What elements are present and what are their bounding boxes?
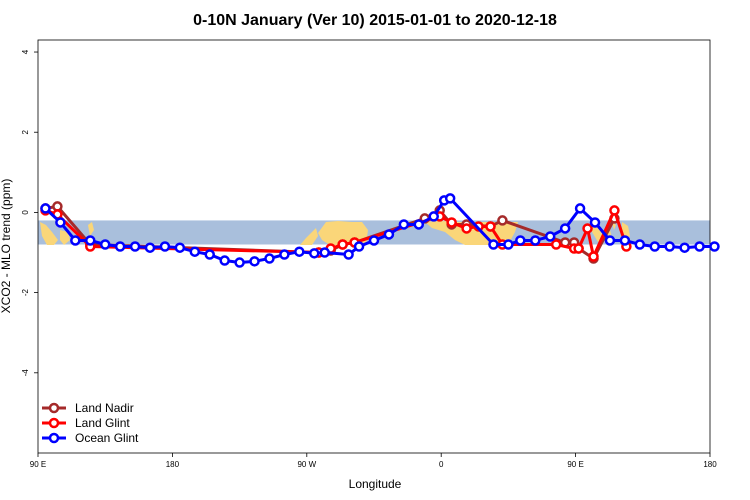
data-point [234, 257, 245, 268]
x-tick-label: 0 [439, 460, 444, 469]
data-point [497, 215, 508, 226]
data-point [99, 239, 111, 250]
data-point [488, 239, 499, 250]
data-point [85, 235, 96, 246]
y-axis: -4 -2 0 2 4 [21, 49, 38, 376]
legend-label: Land Nadir [75, 401, 134, 415]
data-point [550, 239, 562, 250]
legend-label: Land Glint [75, 416, 130, 430]
data-point [309, 248, 320, 259]
philippines-land [88, 222, 94, 236]
data-point [446, 217, 457, 228]
data-point [428, 211, 439, 222]
data-point [319, 247, 330, 258]
y-tick-label: 4 [21, 49, 30, 54]
data-point [129, 241, 141, 252]
data-point [219, 255, 230, 266]
data-point [619, 235, 631, 246]
data-point [55, 217, 66, 228]
series-layer [40, 193, 720, 268]
data-point [604, 235, 616, 246]
data-point [573, 243, 584, 254]
x-tick-label: 180 [166, 460, 180, 469]
sumatra-land [40, 222, 58, 245]
series-ocean-glint [40, 193, 720, 268]
data-point [694, 241, 705, 252]
legend-label: Ocean Glint [75, 431, 139, 445]
data-point [279, 249, 290, 260]
data-point [204, 249, 215, 260]
legend-item: Land Glint [42, 416, 130, 430]
data-point [709, 241, 720, 252]
data-point [588, 251, 599, 262]
data-point [264, 253, 275, 264]
data-point [398, 219, 410, 230]
data-point [530, 235, 541, 246]
data-point [70, 235, 81, 246]
y-tick-label: -2 [21, 289, 30, 297]
chart-title: 0-10N January (Ver 10) 2015-01-01 to 202… [193, 12, 557, 29]
borneo-land [60, 230, 70, 245]
data-point [159, 241, 171, 252]
data-point [485, 221, 496, 232]
data-point [413, 219, 425, 230]
data-point [353, 241, 365, 252]
data-point [609, 205, 620, 216]
data-point [634, 239, 646, 250]
data-point [559, 223, 571, 234]
data-point [649, 241, 660, 252]
data-point [40, 203, 51, 214]
data-point [679, 242, 690, 253]
legend-item: Ocean Glint [42, 431, 139, 445]
data-point [383, 229, 395, 240]
legend-marker [48, 402, 60, 414]
legend-item: Land Nadir [42, 401, 134, 415]
data-point [461, 223, 472, 234]
data-point [368, 235, 380, 246]
y-axis-label: XCO2 - MLO trend (ppm) [0, 179, 13, 314]
data-point [664, 241, 675, 252]
x-axis: 90 E 180 90 W 0 90 E 180 [30, 453, 717, 469]
data-point [114, 241, 126, 252]
data-point [544, 231, 556, 242]
malay-land [622, 222, 630, 240]
data-point [249, 256, 260, 267]
central-america-land [300, 228, 318, 245]
data-point [189, 246, 201, 257]
data-point [515, 235, 526, 246]
x-tick-label: 90 E [30, 460, 46, 469]
x-tick-label: 180 [703, 460, 717, 469]
data-point [444, 193, 456, 204]
data-point [589, 217, 601, 228]
legend-marker [48, 417, 60, 429]
x-tick-label: 90 W [297, 460, 316, 469]
legend-marker [48, 432, 60, 444]
data-point [574, 203, 586, 214]
x-axis-label: Longitude [349, 477, 402, 491]
data-point [337, 239, 348, 250]
data-point [294, 246, 305, 257]
y-tick-label: 0 [21, 210, 30, 215]
x-tick-label: 90 E [567, 460, 583, 469]
data-point [174, 242, 186, 253]
data-point [582, 223, 593, 234]
data-point [343, 249, 354, 260]
y-tick-label: 2 [21, 129, 30, 134]
data-point [503, 239, 514, 250]
data-point [144, 242, 156, 253]
y-tick-label: -4 [21, 369, 30, 377]
